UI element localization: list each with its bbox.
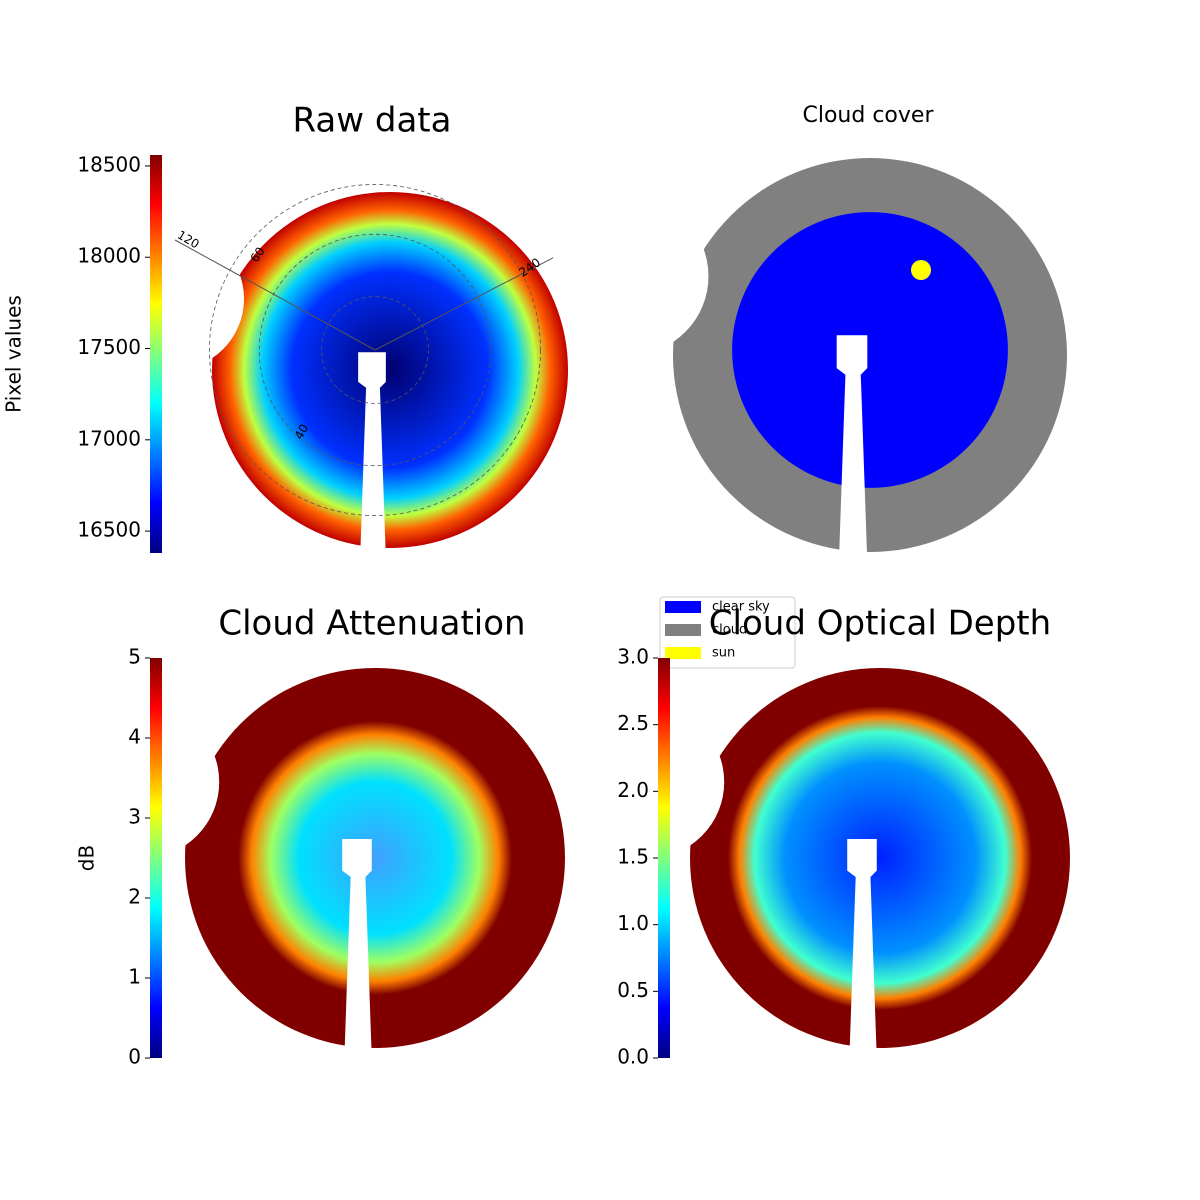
mask-notch: [101, 227, 245, 370]
legend-swatch: [665, 624, 701, 636]
polar-grid: [258, 233, 492, 467]
colorbar-tick-label: 17500: [77, 335, 141, 359]
colorbar-tick-label: 2.0: [617, 778, 649, 802]
colorbar-tick-label: 1.0: [617, 911, 649, 935]
camera-arm: [847, 839, 877, 1059]
panel-title: Cloud Attenuation: [218, 604, 525, 644]
legend-label: cloud: [712, 623, 747, 638]
panel-title: Raw data: [293, 101, 452, 141]
polar-grid: [209, 184, 541, 516]
colorbar-tick-label: 3: [128, 805, 141, 829]
clear-sky-region: [732, 212, 1008, 488]
colorbar-tick-label: 0.0: [617, 1045, 649, 1069]
polar-spoke: [374, 247, 573, 351]
colorbar: [658, 658, 670, 1058]
colorbar-label: Pixel values: [2, 295, 26, 413]
colorbar-tick-label: 2: [128, 885, 141, 909]
colorbar-tick-label: 18500: [77, 152, 141, 176]
colorbar-tick-label: 17000: [77, 426, 141, 450]
sky-image: [212, 192, 568, 548]
mask-notch: [550, 197, 709, 355]
camera-arm: [836, 335, 868, 563]
polar-label: 40: [292, 422, 312, 442]
colorbar-label: dB: [75, 845, 99, 871]
panel-title: Cloud Optical Depth: [709, 604, 1051, 644]
colorbar-tick-label: 2.5: [617, 711, 649, 735]
polar-grid: [321, 296, 429, 404]
sky-image: [690, 668, 1070, 1048]
polar-spoke: [174, 239, 376, 351]
colorbar-tick-label: 3.0: [617, 645, 649, 669]
colorbar: [150, 658, 162, 1058]
sky-image: [185, 668, 565, 1048]
colorbar-tick-label: 1: [128, 965, 141, 989]
panel: Cloud cover clear sky cloud sun: [550, 103, 1067, 669]
camera-arm: [342, 839, 372, 1059]
colorbar-tick-label: 1.5: [617, 845, 649, 869]
colorbar-tick-label: 4: [128, 725, 141, 749]
panel: Cloud Optical Depth 0.0 0.5 1.0 1.5 2.0 2.5 3.0: [572, 604, 1070, 1069]
legend-swatch: [665, 601, 701, 613]
legend-swatch: [665, 647, 701, 659]
legend-label: clear sky: [712, 600, 770, 615]
colorbar: [150, 155, 162, 553]
colorbar-tick-label: 0: [128, 1045, 141, 1069]
legend-label: sun: [712, 646, 735, 661]
mask-notch: [67, 706, 220, 858]
panel-title: Cloud cover: [803, 103, 935, 128]
mask-notch: [572, 706, 725, 858]
colorbar-tick-label: 16500: [77, 518, 141, 542]
panel: Cloud Attenuation 0 1 2 3 4 5 dB: [67, 604, 565, 1069]
colorbar-tick-label: 5: [128, 645, 141, 669]
sun-region: [911, 260, 931, 280]
colorbar-tick-label: 0.5: [617, 978, 649, 1002]
colorbar-tick-label: 18000: [77, 244, 141, 268]
